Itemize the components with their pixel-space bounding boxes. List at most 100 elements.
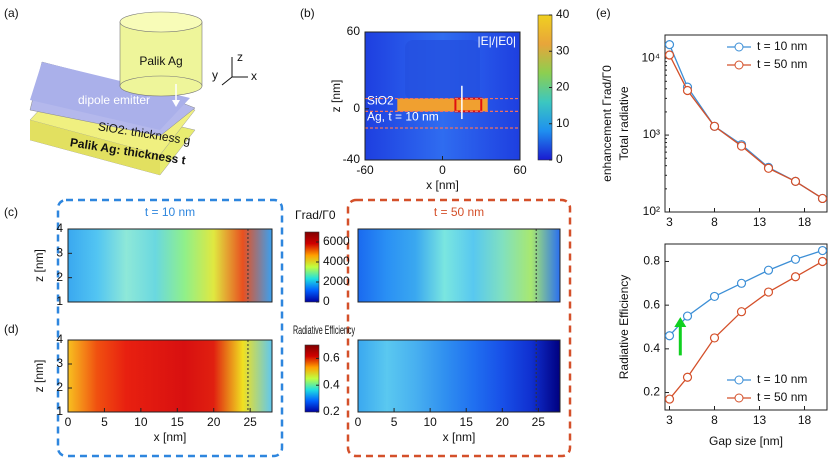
panel-title: t = 50 nm [434, 205, 484, 219]
y-tick-label: 2 [56, 270, 63, 284]
colorbar-tick-label: 0.6 [323, 351, 340, 365]
gap-field [397, 98, 488, 112]
legend-label: t = 50 nm [757, 57, 807, 71]
arrow-head [674, 317, 687, 327]
data-point [709, 291, 720, 302]
data-point [736, 278, 747, 288]
x-tick-label: 5 [101, 415, 108, 429]
group-box [56, 198, 284, 458]
x-tick-label: 15 [460, 415, 474, 429]
x-tick-label: 20 [496, 415, 510, 429]
data-point [682, 372, 693, 382]
y-axis-label: z [nm] [329, 80, 343, 113]
legend-marker [734, 393, 744, 403]
y-tick-label: -40 [343, 152, 361, 166]
colorbar-tick-label: 6000 [323, 234, 350, 248]
y-tick-label: 0.2 [643, 385, 660, 399]
x-tick-label: -60 [356, 163, 374, 177]
data-point [709, 333, 720, 343]
data-point [817, 245, 828, 256]
x-axis-label: x [nm] [426, 178, 459, 192]
hotspot [405, 40, 480, 100]
cylinder-top [119, 11, 203, 33]
data-point [682, 311, 693, 321]
y-axis-label: z [nm] [32, 360, 46, 393]
data-point [682, 85, 693, 96]
data-point [817, 193, 828, 204]
y-tick-label: 0 [353, 101, 360, 115]
x-tick-label: 13 [753, 413, 767, 427]
y-axis-label: z [nm] [32, 249, 46, 282]
y-tick-label: 10² [643, 204, 660, 218]
y-tick-label: 10⁴ [641, 50, 660, 64]
y-axis-label: enhancement Γrad/Γ0 [600, 65, 614, 182]
colorbar-tick-label: 2000 [323, 274, 350, 288]
panel-label: (d) [4, 322, 19, 336]
data-point [709, 121, 720, 131]
y-tick-label: 4 [56, 221, 63, 235]
legend-label: t = 50 nm [757, 390, 807, 404]
x-tick-label: 25 [243, 415, 257, 429]
colorbar-tick-label: 0.4 [323, 377, 340, 391]
x-tick-label: 0 [439, 163, 446, 177]
label: Palik Ag [139, 54, 182, 68]
x-axis-label: Gap size [nm] [709, 434, 783, 448]
x-tick-label: 8 [711, 215, 718, 229]
legend-label: t = 10 nm [757, 39, 807, 53]
legend-marker [734, 42, 744, 52]
label: x [251, 69, 257, 83]
colorbar-tick-label: 0.2 [323, 404, 340, 418]
plot-frame [357, 228, 561, 303]
schematic: Palik Ag z y x dipole emitter SiO2: thic… [29, 11, 257, 176]
x-axis-label: x [nm] [154, 430, 187, 444]
data-point [763, 163, 774, 173]
heatmap [68, 340, 272, 412]
heatmap [68, 229, 272, 302]
plot-frame [67, 228, 273, 303]
x-tick-label: 10 [423, 415, 437, 429]
colorbar-label: |E|/|E0| [478, 34, 516, 48]
y-tick-label: 3 [56, 246, 63, 260]
x-tick-label: 0 [65, 415, 72, 429]
panel-label: (a) [4, 6, 19, 20]
colorbar-tick-label: 20 [556, 80, 570, 94]
y-axis-label: Radiative Efficiency [617, 275, 631, 380]
dipole-arrow-head [172, 100, 180, 107]
data-point [664, 50, 675, 60]
y-tick-label: 10³ [643, 127, 660, 141]
x-tick-label: 0 [355, 415, 362, 429]
x-tick-label: 25 [532, 415, 546, 429]
ag-front [30, 120, 160, 175]
data-point [817, 256, 828, 267]
data-point [736, 307, 747, 317]
y-tick-label: 0.8 [643, 254, 660, 268]
colorbar [304, 344, 320, 413]
series-line [669, 249, 823, 337]
data-point [664, 394, 675, 404]
panel-title: t = 10 nm [145, 205, 195, 219]
y-tick-label: 60 [347, 24, 361, 38]
data-point [763, 265, 774, 275]
y-tick-label: 0.4 [643, 341, 660, 355]
heatmap [358, 229, 560, 302]
data-point [736, 141, 747, 151]
plot-frame [664, 34, 828, 213]
y-tick-label: 0.6 [643, 297, 660, 311]
data-point [763, 287, 774, 297]
data-point [664, 331, 675, 341]
colorbar-tick-label: 0 [323, 294, 330, 308]
colorbar-tick-label: 10 [556, 116, 570, 130]
legend-marker [734, 375, 744, 385]
panel-label: (e) [596, 6, 611, 20]
y-tick-label: 2 [56, 380, 63, 394]
colorbar-tick-label: 0 [556, 152, 563, 166]
x-tick-label: 5 [391, 415, 398, 429]
data-point [790, 176, 801, 186]
x-tick-label: 18 [798, 413, 812, 427]
x-tick-label: 60 [513, 163, 527, 177]
colorbar-tick-label: 4000 [323, 254, 350, 268]
x-tick-label: 15 [171, 415, 185, 429]
colorbar-tick-label: 40 [556, 7, 570, 21]
axis-y [221, 76, 233, 86]
colorbar-label: Radiative Efficiency [293, 323, 355, 337]
